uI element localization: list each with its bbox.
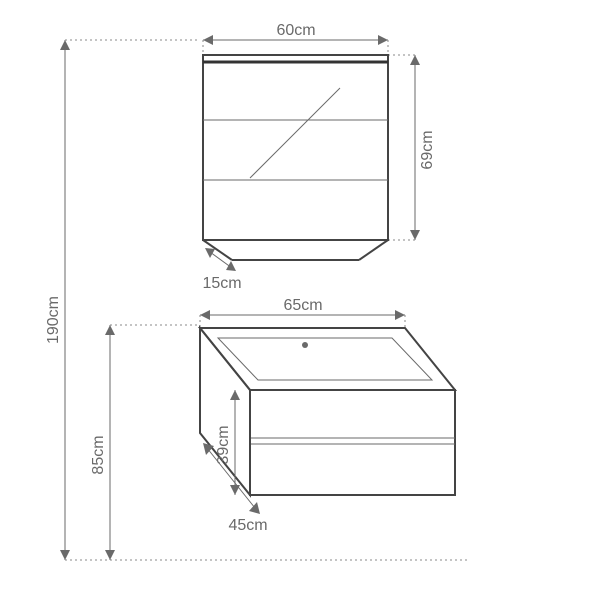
label-upper-depth: 15cm bbox=[202, 275, 241, 292]
tap-hole-icon bbox=[302, 342, 308, 348]
label-vanity-depth: 45cm bbox=[228, 517, 267, 534]
dim-total-height: 190cm bbox=[45, 40, 470, 560]
dim-vanity-width: 65cm bbox=[200, 297, 405, 328]
label-floor-to-vanity: 85cm bbox=[90, 435, 107, 474]
label-vanity-height: 39cm bbox=[215, 425, 232, 464]
label-vanity-width: 65cm bbox=[283, 297, 322, 314]
dim-upper-height: 69cm bbox=[388, 55, 436, 240]
dim-upper-width: 60cm bbox=[203, 22, 388, 55]
label-total-height: 190cm bbox=[45, 296, 62, 344]
dim-floor-to-vanity: 85cm bbox=[90, 325, 200, 560]
technical-drawing: 190cm 85cm 60cm 69cm bbox=[0, 0, 600, 600]
upper-cabinet: 60cm 69cm 15cm bbox=[202, 22, 436, 292]
vanity: 65cm 39cm 45cm bbox=[200, 297, 455, 534]
dim-upper-depth: 15cm bbox=[202, 248, 241, 292]
label-upper-height: 69cm bbox=[419, 130, 436, 169]
label-upper-width: 60cm bbox=[276, 22, 315, 39]
